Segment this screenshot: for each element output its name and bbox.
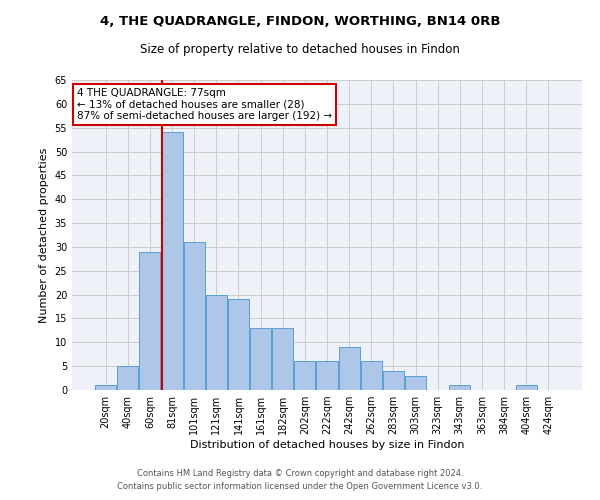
Bar: [95, 385, 116, 390]
Bar: [449, 385, 470, 390]
Text: 4 THE QUADRANGLE: 77sqm
← 13% of detached houses are smaller (28)
87% of semi-de: 4 THE QUADRANGLE: 77sqm ← 13% of detache…: [77, 88, 332, 121]
Bar: [515, 385, 536, 390]
Text: Contains public sector information licensed under the Open Government Licence v3: Contains public sector information licen…: [118, 482, 482, 491]
Bar: [338, 347, 359, 390]
Bar: [118, 366, 139, 390]
Bar: [316, 362, 338, 390]
Bar: [405, 376, 426, 390]
Bar: [250, 328, 271, 390]
Text: Size of property relative to detached houses in Findon: Size of property relative to detached ho…: [140, 42, 460, 56]
Bar: [383, 371, 404, 390]
Y-axis label: Number of detached properties: Number of detached properties: [39, 148, 49, 322]
Bar: [206, 294, 227, 390]
Bar: [184, 242, 205, 390]
Bar: [272, 328, 293, 390]
Text: 4, THE QUADRANGLE, FINDON, WORTHING, BN14 0RB: 4, THE QUADRANGLE, FINDON, WORTHING, BN1…: [100, 15, 500, 28]
Bar: [228, 300, 249, 390]
Bar: [161, 132, 182, 390]
X-axis label: Distribution of detached houses by size in Findon: Distribution of detached houses by size …: [190, 440, 464, 450]
Bar: [361, 362, 382, 390]
Bar: [139, 252, 160, 390]
Text: Contains HM Land Registry data © Crown copyright and database right 2024.: Contains HM Land Registry data © Crown c…: [137, 468, 463, 477]
Bar: [295, 362, 316, 390]
